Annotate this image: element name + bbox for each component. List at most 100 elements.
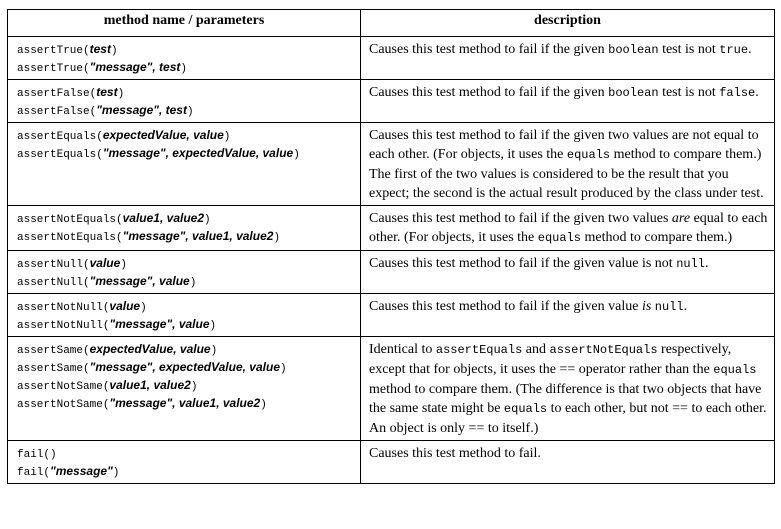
emphasis-text: are [671,211,691,226]
method-parameters: "message", value1, value2 [109,396,261,410]
method-name: assertFalse( [17,88,97,100]
method-signature: assertNull("message", value) [17,273,356,291]
close-paren: ) [117,88,125,100]
header-row: method name / parameters description [7,9,775,37]
description-text: equal to each other. (For objects, it us… [369,211,768,245]
code-term: true [719,43,749,57]
method-parameters: expectedValue, value [89,342,211,356]
emphasis-text: is [641,299,652,314]
method-description: Causes this test method to fail if the g… [360,250,775,294]
method-signature: assertNotEquals(value1, value2) [17,210,356,228]
method-parameters: "message", value [89,274,190,288]
description-text: method to compare them.) [580,230,733,245]
method-name: assertTrue( [17,63,90,75]
method-name: assertTrue( [17,45,90,57]
method-signature: assertFalse(test) [17,84,356,102]
method-parameters: "message", test [96,103,187,117]
method-description: Causes this test method to fail if the g… [360,36,775,80]
close-paren: ) [110,45,118,57]
description-text: test is not [658,42,720,57]
method-signatures: assertFalse(test) assertFalse("message", … [7,79,361,123]
method-signature: assertNull(value) [17,255,356,273]
close-paren: ) [223,131,231,143]
description-text: method to compare them.) The first of th… [369,147,764,201]
method-name: assertNotNull( [17,320,110,332]
method-name: assertNull( [17,277,90,289]
method-parameters: "message", expectedValue, value [89,360,280,374]
code-term: null [676,257,705,271]
method-parameters: value [89,256,121,270]
close-paren: ) [293,149,300,161]
code-term: equals [566,148,611,162]
method-parameters: value1, value2 [122,211,205,225]
method-signature: assertTrue(test) [17,41,356,59]
description-text: and [522,342,550,357]
code-term: false [719,86,756,100]
code-term: null [654,300,684,314]
method-signatures: assertSame(expectedValue, value) assertSa… [7,336,361,441]
description-text: Causes this test method to fail. [369,446,541,461]
method-name: assertEquals( [17,131,103,143]
code-term: assertEquals [435,343,523,357]
description-text: Causes this test method to fail if the g… [369,42,609,57]
method-signature: assertEquals("message", expectedValue, v… [17,145,356,163]
description-text: . [755,85,759,100]
close-paren: ) [189,277,197,289]
description-text: Causes this test method to fail if the g… [369,256,677,271]
table-row: assertNull(value) assertNull("message", v… [7,250,775,294]
methods-table: method name / parameters description ass… [7,9,775,484]
method-parameters: "message", test [89,60,181,74]
method-signature: assertNotSame(value1, value2) [17,377,356,395]
method-signature: assertNotNull("message", value) [17,316,356,334]
close-paren: ) [190,381,198,393]
close-paren: ) [209,320,217,332]
code-term: boolean [608,43,659,57]
close-paren: ) [280,363,287,375]
description-text: . [705,256,709,271]
close-paren: ) [50,449,57,461]
method-name: assertFalse( [17,106,97,118]
description-text: Causes this test method to fail if the g… [369,85,609,100]
code-term: equals [537,231,581,245]
code-term: assertNotEquals [549,343,658,357]
method-name: assertNotEquals( [17,214,123,226]
method-name: assertNotNull( [17,302,110,314]
table-row: assertNotEquals(value1, value2) assertNot… [7,205,775,251]
header-description: description [360,9,775,37]
method-signatures: assertNull(value) assertNull("message", v… [7,250,361,294]
method-signature: fail("message") [17,463,356,481]
description-text: respectively, except that for objects, i… [369,342,732,377]
method-name: assertNotSame( [17,399,110,411]
method-signature: fail() [17,445,356,463]
method-signatures: assertNotEquals(value1, value2) assertNot… [7,205,361,251]
close-paren: ) [260,399,267,411]
close-paren: ) [140,302,147,314]
code-term: boolean [608,86,659,100]
code-term: equals [503,402,548,416]
table-row: assertFalse(test) assertFalse("message", … [7,79,775,123]
close-paren: ) [112,467,120,479]
close-paren: ) [204,214,211,226]
method-name: fail( [17,467,51,479]
method-signature: assertNotSame("message", value1, value2) [17,395,356,413]
method-description: Causes this test method to fail if the g… [360,122,775,206]
method-parameters: test [89,42,111,56]
method-description: Causes this test method to fail if the g… [360,293,775,337]
method-name: assertSame( [17,345,90,357]
code-term: equals [713,363,757,377]
method-signatures: assertTrue(test) assertTrue("message", te… [7,36,361,80]
method-name: assertNull( [17,259,90,271]
method-name: assertEquals( [17,149,103,161]
method-description: Causes this test method to fail if the g… [360,205,775,251]
method-parameters: value [109,299,141,313]
table-body: assertTrue(test) assertTrue("message", te… [7,36,775,484]
table-row: assertTrue(test) assertTrue("message", te… [7,36,775,80]
method-signature: assertNotEquals("message", value1, value… [17,228,356,246]
close-paren: ) [186,106,194,118]
method-signatures: fail() fail("message") [7,440,361,484]
method-description: Causes this test method to fail if the g… [360,79,775,123]
close-paren: ) [273,232,281,244]
method-signature: assertNotNull(value) [17,298,356,316]
method-parameters: value1, value2 [109,378,191,392]
close-paren: ) [210,345,218,357]
